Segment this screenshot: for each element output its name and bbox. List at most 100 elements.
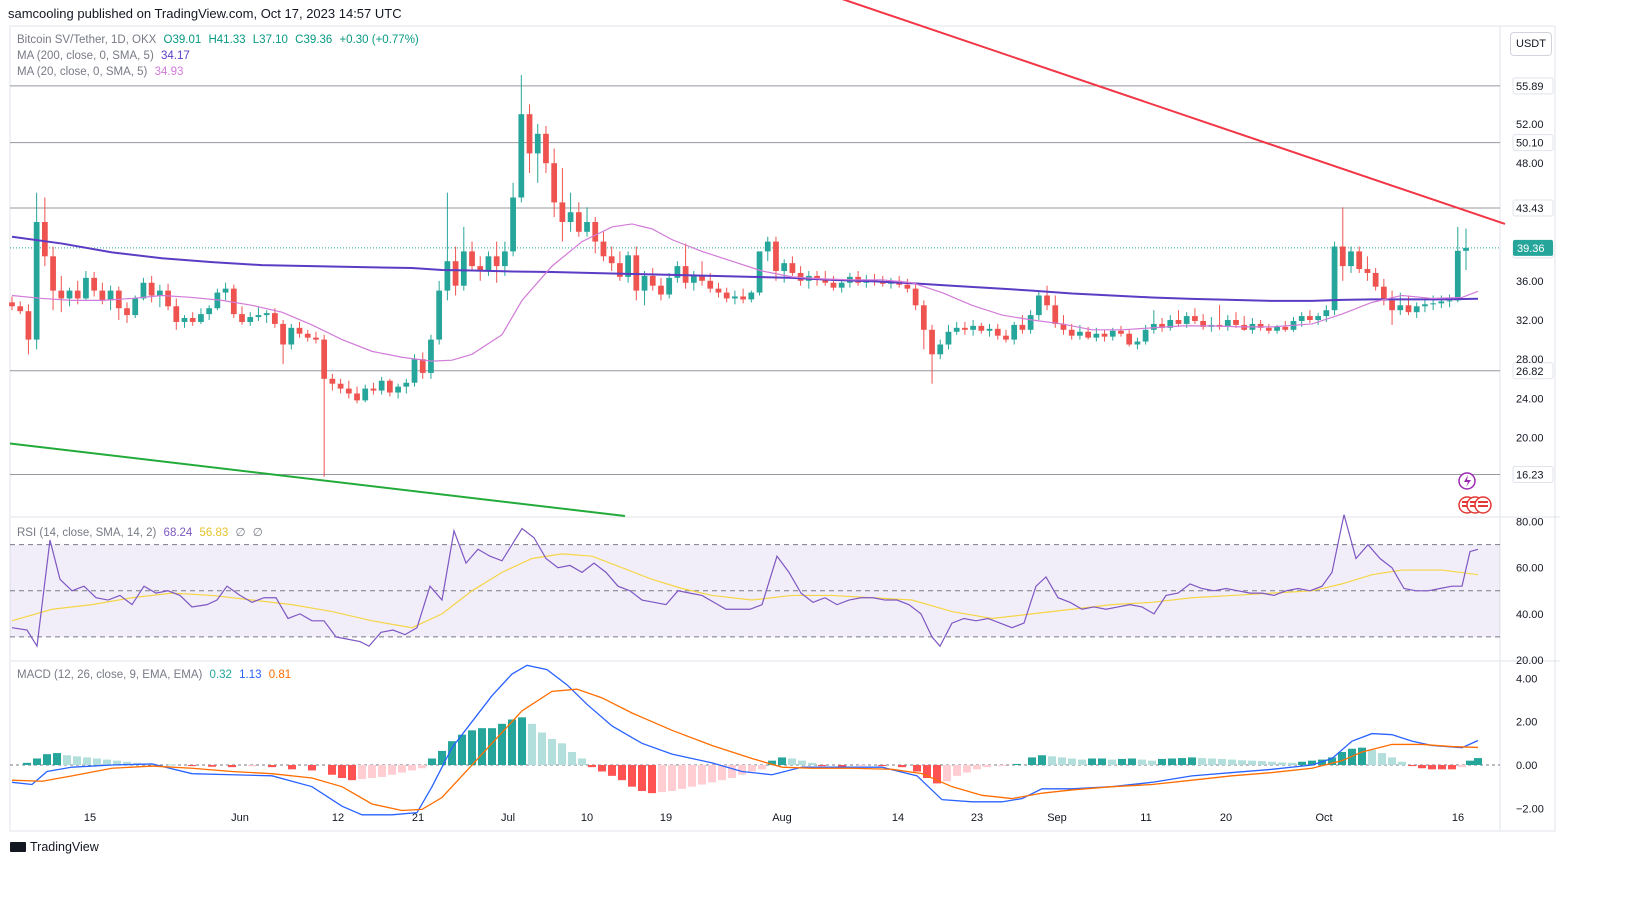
macd-histogram-bar xyxy=(1118,758,1126,765)
candle-body xyxy=(1307,316,1313,320)
macd-histogram-bar xyxy=(418,765,426,769)
macd-histogram-bar xyxy=(388,765,396,775)
macd-histogram-bar xyxy=(398,765,406,773)
candle-body xyxy=(584,222,590,232)
currency-button[interactable]: USDT xyxy=(1510,32,1552,56)
last-price-label: 39.36 xyxy=(1517,243,1545,255)
price-tick-label: 24.00 xyxy=(1516,393,1544,405)
macd-histogram-bar xyxy=(1398,761,1406,765)
macd-histogram-bar xyxy=(408,765,416,771)
macd-histogram-bar xyxy=(1138,759,1146,765)
tradingview-logo[interactable]: TradingView xyxy=(10,840,99,854)
price-level-tag xyxy=(1512,466,1554,484)
macd-histogram-bar xyxy=(1108,759,1116,765)
flag-stripe-icon xyxy=(1478,505,1488,507)
candle-body xyxy=(428,339,434,373)
macd-histogram-bar xyxy=(1338,752,1346,765)
candle-body xyxy=(1142,329,1149,342)
candle-body xyxy=(625,255,631,277)
candle-body xyxy=(107,290,114,301)
candle-body xyxy=(814,275,820,279)
candle-body xyxy=(559,202,566,222)
candle-body xyxy=(181,318,188,322)
candle-body xyxy=(1405,305,1412,313)
candle-body xyxy=(321,339,328,379)
rsi-extra-1: ∅ xyxy=(235,527,246,539)
candle-body xyxy=(66,290,73,299)
candle-body xyxy=(436,290,443,340)
macd-histogram-bar xyxy=(338,765,346,778)
macd-tick-label: 4.00 xyxy=(1516,673,1537,685)
rsi-tick-label: 80.00 xyxy=(1516,517,1544,529)
macd-histogram-bar xyxy=(858,765,866,767)
candle-body xyxy=(962,327,968,330)
candle-body xyxy=(1077,331,1083,336)
rsi-line xyxy=(11,514,1479,648)
time-tick-label: 20 xyxy=(1220,812,1232,824)
macd-histogram-bar xyxy=(1128,758,1136,765)
macd-histogram-bar xyxy=(208,765,216,767)
macd-line xyxy=(11,664,1479,816)
symbol-label[interactable]: Bitcoin SV/Tether, 1D, OKX xyxy=(17,34,157,46)
rsi-tick-label: 20.00 xyxy=(1516,655,1544,667)
candle-body xyxy=(296,327,303,334)
price-tick-label: 16.23 xyxy=(1516,470,1544,482)
macd-histogram-bar xyxy=(1308,760,1316,765)
candle-body xyxy=(419,359,426,373)
candle-body xyxy=(132,298,139,316)
macd-legend[interactable]: MACD (12, 26, close, 9, EMA, EMA) 0.32 1… xyxy=(17,669,291,681)
price-level-tag xyxy=(1512,77,1554,95)
macd-histogram-bar xyxy=(43,754,51,765)
candle-body xyxy=(247,317,254,322)
low-value: L37.10 xyxy=(252,34,288,46)
ma20-legend[interactable]: MA (20, close, 0, SMA, 5) 34.93 xyxy=(17,66,183,78)
price-axis[interactable]: 16.2320.0024.0026.8228.0032.0036.0039.16… xyxy=(1512,77,1554,815)
macd-histogram-bar xyxy=(1208,758,1216,765)
macd-tick-label: 0.00 xyxy=(1516,760,1537,772)
time-tick-label: 12 xyxy=(332,812,344,824)
rsi-legend[interactable]: RSI (14, close, SMA, 14, 2) 68.24 56.83 … xyxy=(17,525,263,539)
change-value: +0.30 (+0.77%) xyxy=(339,34,419,46)
macd-histogram-bar xyxy=(498,723,506,765)
candle-body xyxy=(1200,320,1207,327)
rsi-pane xyxy=(10,514,1500,648)
candle-body xyxy=(460,251,467,286)
candle-body xyxy=(1060,323,1067,330)
macd-histogram-bar xyxy=(1168,758,1176,765)
candle-body xyxy=(699,275,705,281)
candle-body xyxy=(1101,333,1108,337)
moving-averages xyxy=(11,223,1479,362)
macd-histogram-bar xyxy=(458,734,466,765)
candle-body xyxy=(937,344,944,355)
ma200-legend[interactable]: MA (200, close, 0, SMA, 5) 34.17 xyxy=(17,50,190,62)
macd-histogram-bar xyxy=(1088,758,1096,765)
time-tick-label: 21 xyxy=(412,812,424,824)
candle-body xyxy=(378,380,385,391)
candle-body xyxy=(91,277,98,291)
ma20-value: 34.93 xyxy=(154,66,184,78)
candle-body xyxy=(124,308,130,316)
macd-histogram-bar xyxy=(508,719,516,765)
candle-body xyxy=(337,383,344,389)
price-tick-label: 50.10 xyxy=(1516,138,1544,150)
event-icons[interactable] xyxy=(1458,472,1492,514)
macd-histogram-bar xyxy=(933,765,941,784)
macd-histogram-bar xyxy=(923,765,931,778)
macd-histogram-bar xyxy=(818,765,826,767)
candle-body xyxy=(354,393,360,401)
candle-body xyxy=(1233,320,1239,325)
macd-histogram-bar xyxy=(748,765,756,772)
candle-body xyxy=(1298,316,1305,321)
time-axis[interactable]: 15 Jun 12 21 Jul 10 19 Aug 14 23 Sep 11 20 Oct 16 xyxy=(84,812,1464,824)
candle-body xyxy=(970,325,976,330)
macd-histogram-bar xyxy=(1198,758,1206,765)
price-tick-label: 32.00 xyxy=(1516,315,1544,327)
candle-body xyxy=(1339,246,1346,267)
macd-histogram-bar xyxy=(1298,761,1306,765)
candle-body xyxy=(1315,316,1322,320)
price-levels xyxy=(10,85,1500,476)
candle-body xyxy=(920,305,927,330)
macd-histogram-bar xyxy=(758,765,766,770)
candle-body xyxy=(1068,329,1075,336)
candle-body xyxy=(1422,304,1428,307)
